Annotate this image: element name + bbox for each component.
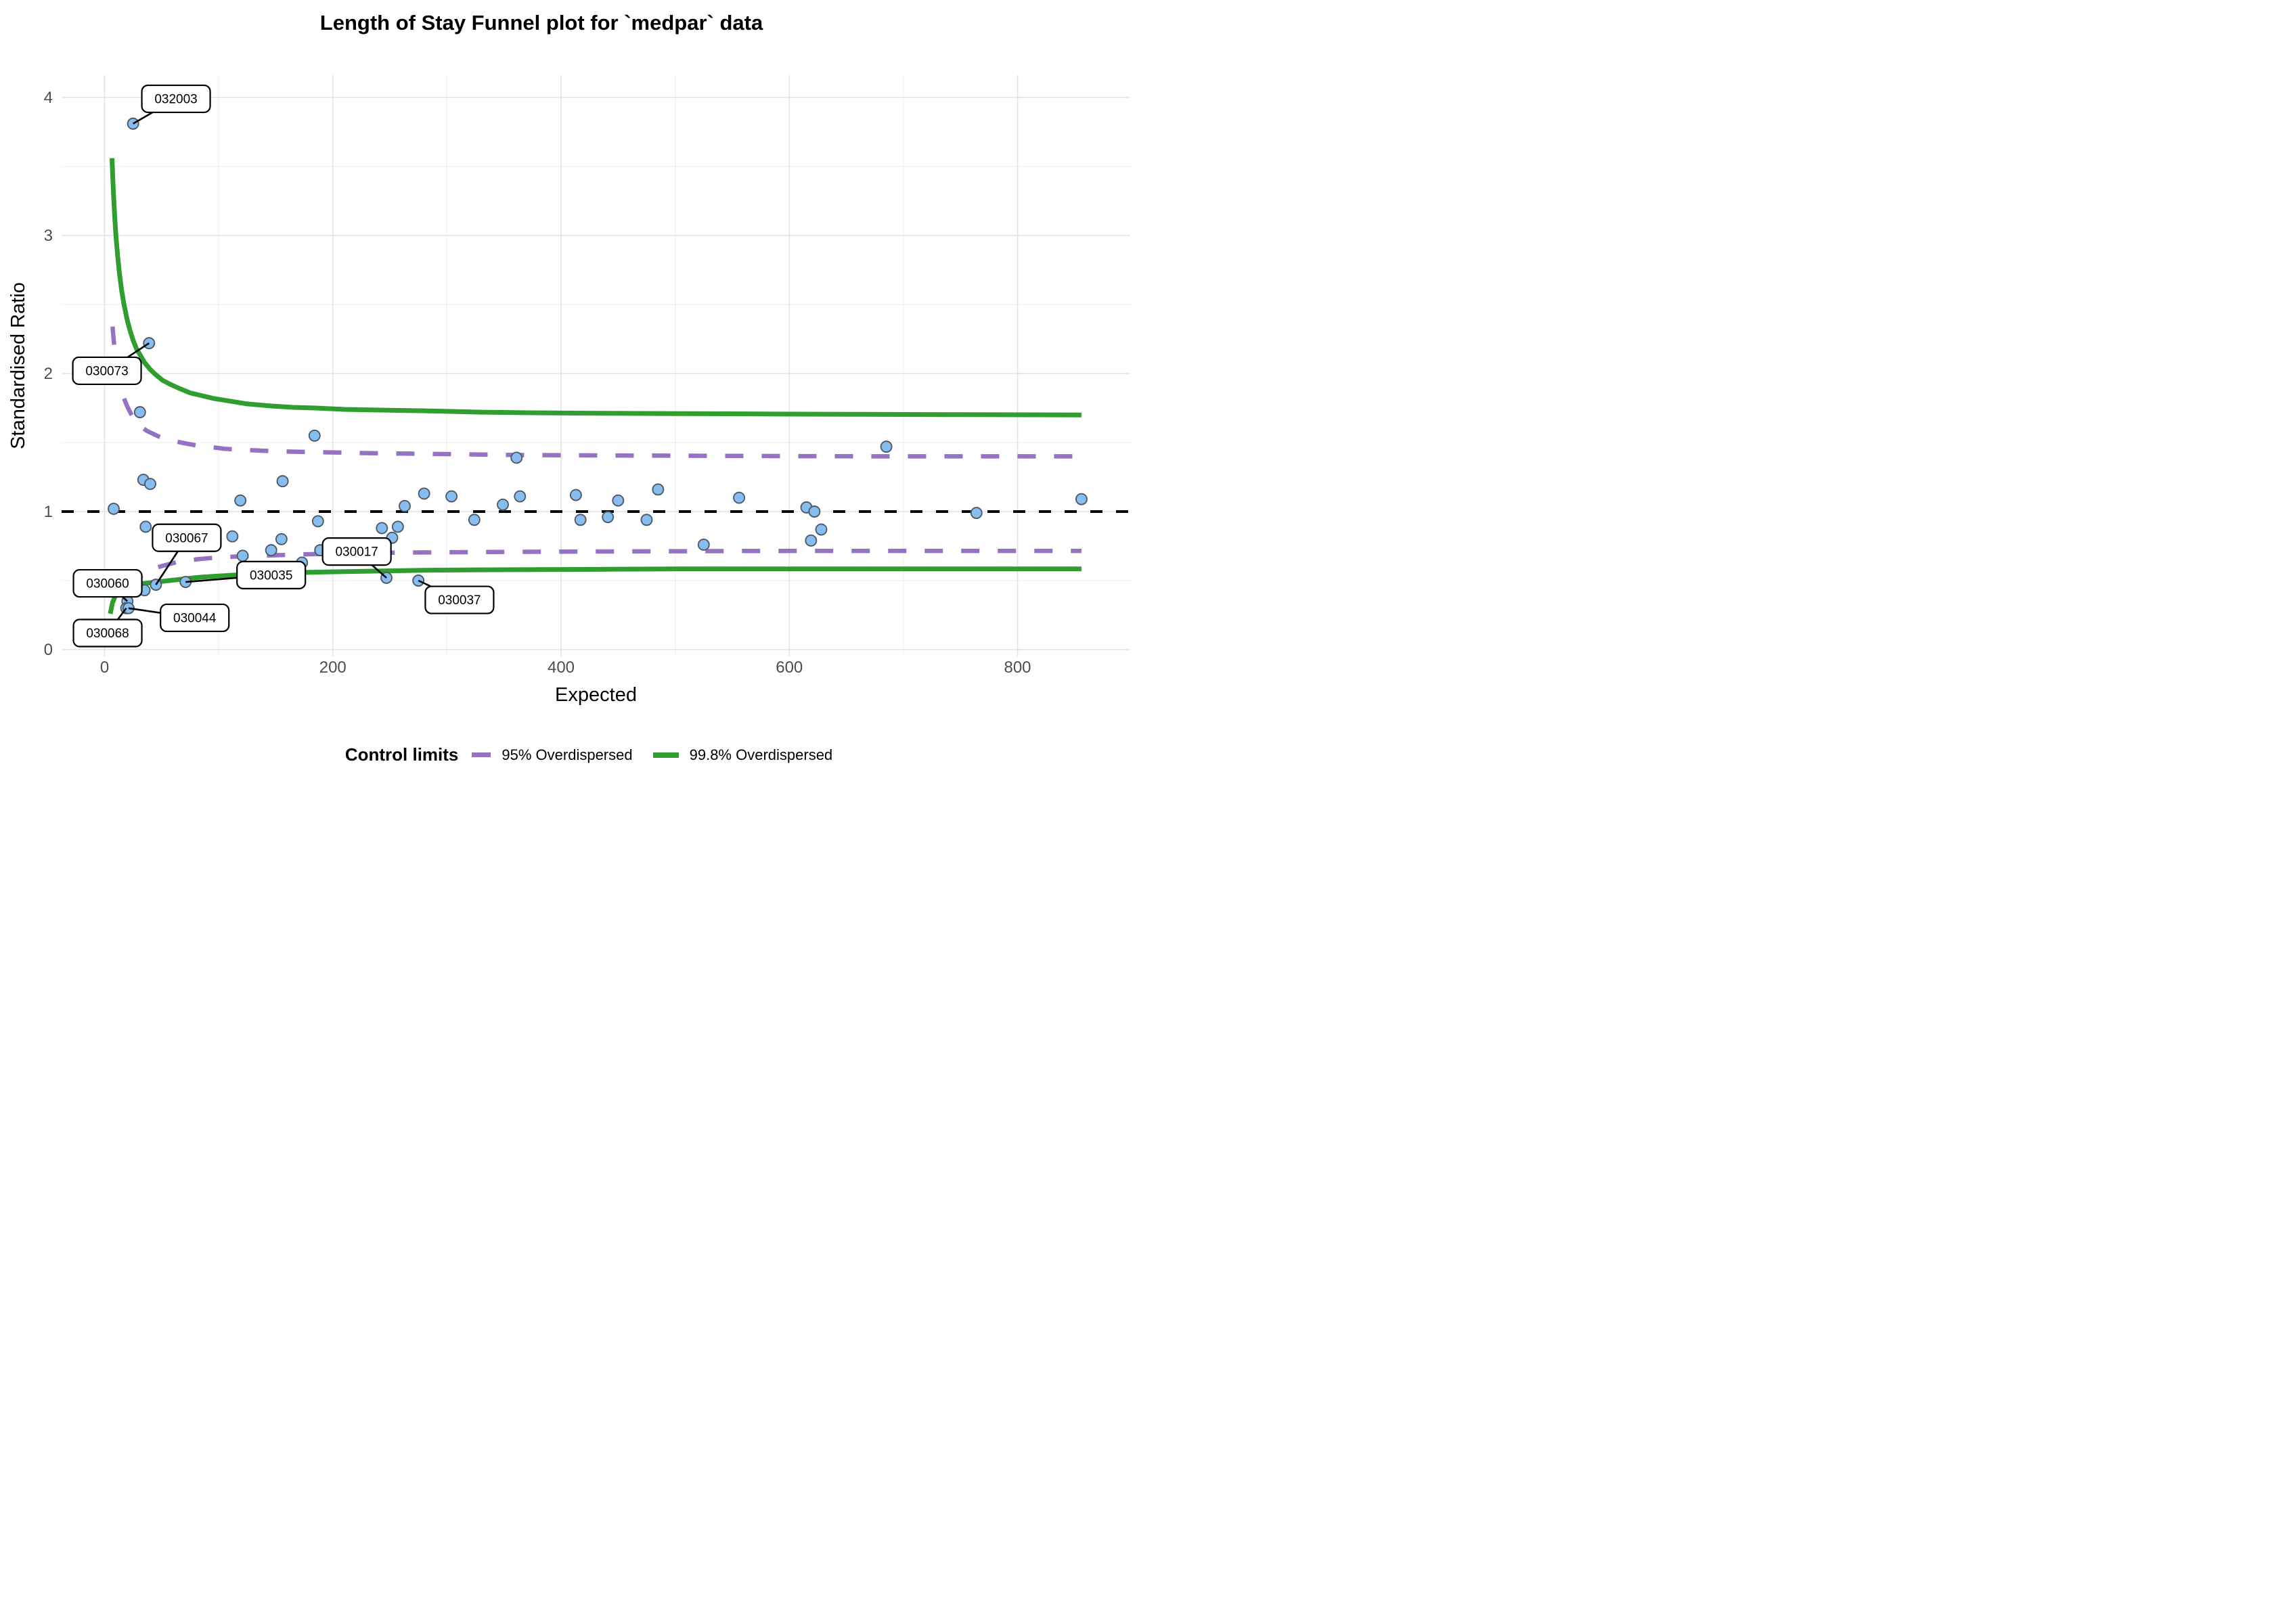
y-tick-label: 3 [44,227,53,245]
y-axis-title: Standardised Ratio [7,282,29,449]
data-point [612,494,625,507]
data-point [1075,493,1088,505]
data-point [391,520,404,533]
point-label-box [424,585,495,614]
control-limit-upper [110,326,1082,459]
x-axis-title: Expected [555,684,637,706]
data-point [376,522,388,535]
data-point [733,491,746,504]
y-tick-label: 1 [44,503,53,521]
point-label-box [72,568,143,598]
data-point [970,507,983,519]
legend-item-95: 95% Overdispersed [472,746,633,764]
legend-label-95: 95% Overdispersed [501,746,633,763]
data-point [236,549,249,562]
point-label-box [236,560,307,589]
data-point [805,534,818,547]
data-point [697,539,710,551]
point-label: 030060 [86,577,129,591]
point-label: 030017 [335,545,378,560]
data-point [139,520,152,533]
point-label: 030067 [165,531,208,545]
legend-title: Control limits [344,744,459,765]
point-label-box [321,537,392,566]
data-point [133,406,146,419]
point-label-box [141,84,211,114]
data-point [815,523,828,536]
x-tick-label: 800 [1004,658,1031,677]
data-point [514,490,527,503]
data-point [652,483,665,496]
point-label: 030035 [250,568,292,583]
data-point [399,499,411,512]
data-point [497,498,509,511]
chart-title: Length of Stay Funnel plot for `medpar` … [319,11,763,35]
solid-line-key-icon [652,752,679,758]
point-label-box [72,356,142,386]
page-root: { "title": "Length of Stay Funnel plot f… [0,0,1137,812]
point-label: 030068 [86,627,129,641]
data-point [445,490,458,503]
data-point [569,489,582,501]
legend-item-998: 99.8% Overdispersed [652,746,833,764]
dashed-line-key-icon [472,752,491,757]
x-tick-label: 200 [319,658,347,677]
data-point [510,451,523,464]
data-point [468,514,481,526]
data-point [108,502,120,515]
y-tick-label: 0 [44,641,53,659]
data-point [418,487,430,500]
legend-label-998: 99.8% Overdispersed [689,746,833,763]
control-limit-upper [110,158,1082,418]
data-point [640,514,653,526]
y-tick-label: 2 [44,365,53,383]
point-label-box [152,523,222,552]
point-label: 032003 [154,93,197,107]
data-point [265,544,277,557]
point-label-box [160,603,230,633]
data-point [276,475,289,488]
data-point [311,515,324,528]
funnel-plot-canvas: 0320030300730300670300600300680300440300… [7,75,1130,706]
x-tick-label: 600 [776,658,803,677]
data-point [808,505,821,518]
data-point [574,514,587,526]
legend: Control limits 95% Overdispersed 99.8% O… [0,744,1137,765]
data-point [143,478,156,491]
x-tick-label: 0 [100,658,109,677]
data-point [602,511,615,524]
data-point [234,494,247,507]
point-label-box [72,618,143,648]
point-label: 030044 [173,612,217,626]
data-point [275,533,288,545]
data-point [226,530,239,543]
data-point [308,429,321,442]
point-label: 030073 [85,364,128,378]
point-label: 030037 [438,593,481,608]
data-point [880,441,893,453]
y-tick-label: 4 [44,89,53,107]
x-tick-label: 400 [548,658,575,677]
